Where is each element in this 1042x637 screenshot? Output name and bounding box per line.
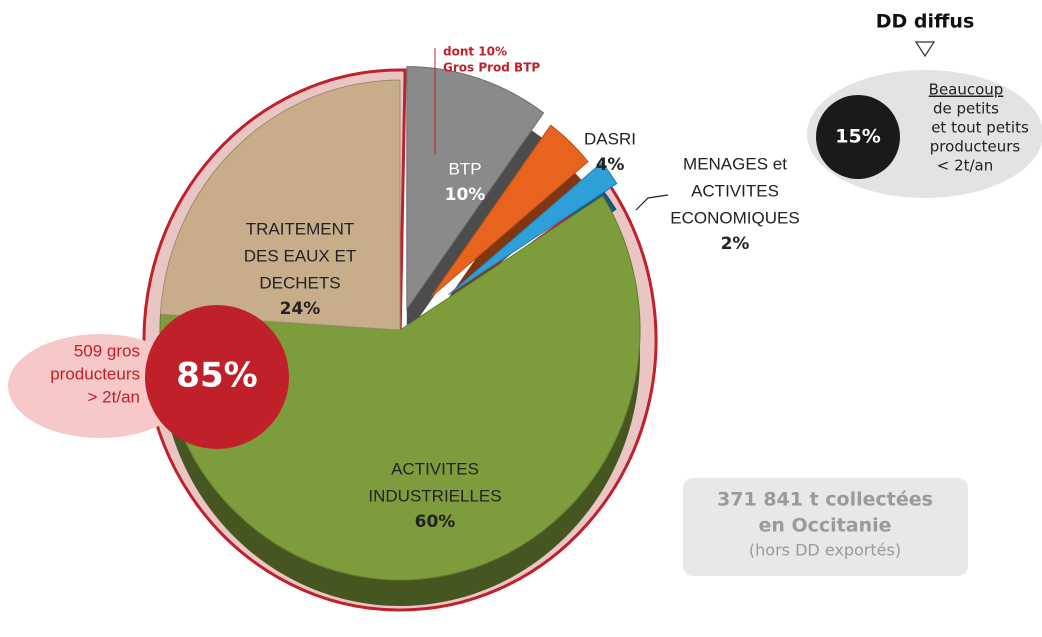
diffus-title: DD diffus (876, 11, 975, 33)
diffus-percent: 15% (835, 126, 880, 148)
total-text: (hors DD exportés) (749, 541, 901, 560)
slice-label: DES EAUX ET (244, 246, 356, 265)
diffus-text: et tout petits (931, 119, 1029, 137)
slice-label: ACTIVITES (391, 459, 479, 478)
value-label: 60% (415, 512, 456, 532)
slice-label: ECONOMIQUES (670, 208, 799, 227)
total-text: en Occitanie (758, 515, 891, 537)
diffus-text: producteurs (930, 138, 1021, 156)
annotations: dont 10% Gros Prod BTP 85% 509 gros prod… (8, 11, 1042, 576)
diffus-text: Beaucoup (929, 81, 1004, 99)
btp-note: dont 10% (443, 45, 507, 59)
value-label: 4% (596, 155, 625, 175)
slice (448, 161, 618, 296)
slice-label: INDUSTRIELLES (368, 486, 501, 505)
gros-circle (145, 305, 289, 449)
slice-label: MENAGES et (683, 154, 787, 173)
slice-label: DECHETS (259, 273, 340, 292)
value-label: 24% (280, 299, 321, 319)
slice (159, 195, 641, 581)
value-label: 10% (445, 185, 486, 205)
total-text: 371 841 t collectées (717, 489, 933, 511)
diffus-text: de petits (933, 100, 999, 118)
triangle-icon (914, 41, 936, 58)
slice-label: DASRI (584, 129, 636, 148)
gros-text: producteurs (50, 364, 140, 383)
leader-line (635, 194, 669, 211)
gros-ellipse (8, 334, 192, 438)
slice-label: BTP (448, 159, 481, 178)
value-label: 2% (721, 234, 750, 254)
slice (430, 124, 589, 298)
gros-percent: 85% (176, 356, 257, 396)
slice-label: TRAITEMENT (246, 219, 355, 238)
diffus-text: < 2t/an (937, 157, 994, 175)
total-box (683, 478, 968, 576)
gros-text: 509 gros (74, 341, 140, 360)
slice (159, 79, 401, 331)
btp-note: Gros Prod BTP (443, 61, 540, 75)
pie: BTP 10% DASRI 4% MENAGES et ACTIVITES ECONOMIQ… (159, 66, 800, 606)
diffus-circle (816, 95, 900, 179)
slice (406, 66, 545, 311)
slice-label: ACTIVITES (691, 181, 779, 200)
gros-text: > 2t/an (88, 387, 140, 406)
